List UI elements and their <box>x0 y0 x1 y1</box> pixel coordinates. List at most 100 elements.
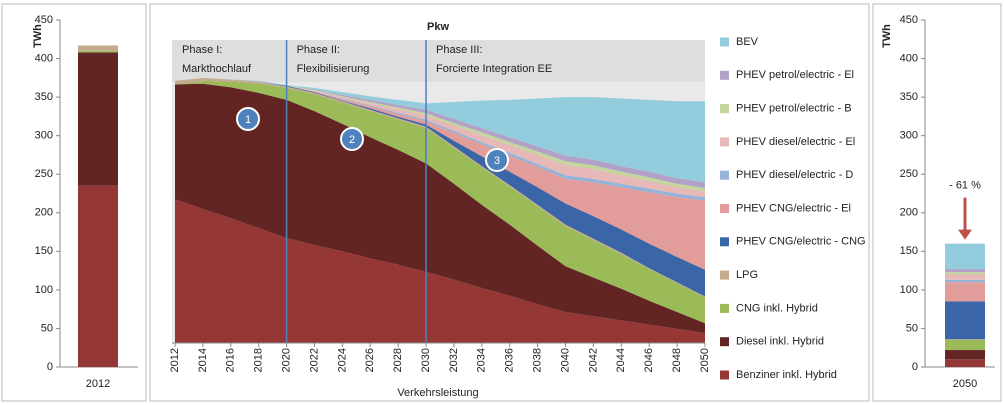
x-tick-label: 2012 <box>169 348 181 372</box>
phase-marker <box>340 127 364 151</box>
legend-label: PHEV petrol/electric - El <box>736 69 854 81</box>
phase-band <box>172 40 705 82</box>
phase-name: Phase III: <box>436 44 482 56</box>
chart-title: Pkw <box>427 21 449 33</box>
bar-segment <box>78 45 118 51</box>
legend-swatch <box>720 137 729 147</box>
legend-label: PHEV CNG/electric - CNG <box>736 236 866 248</box>
y-tick-label: 350 <box>35 91 53 103</box>
x-tick-label: 2044 <box>615 348 627 372</box>
phase-marker <box>485 148 509 172</box>
bar-segment <box>945 274 985 280</box>
y-tick-label: 200 <box>900 207 918 219</box>
y-tick-label: 0 <box>912 361 918 373</box>
area-series <box>175 78 705 188</box>
y-tick-label: 100 <box>35 284 53 296</box>
phase-marker-label: 1 <box>245 114 251 126</box>
bar-segment <box>945 350 985 360</box>
bar-segment <box>945 282 985 302</box>
y-tick-label: 400 <box>35 52 53 64</box>
x-axis-label: Verkehrsleistung <box>397 387 478 399</box>
y-tick-label: 200 <box>35 207 53 219</box>
x-tick-label: 2024 <box>336 348 348 372</box>
legend-swatch <box>720 70 729 80</box>
legend-swatch <box>720 37 729 47</box>
annotation-arrow-head <box>958 229 972 240</box>
bar-segment <box>78 50 118 53</box>
x-tick-label: 2032 <box>448 348 460 372</box>
legend-swatch <box>720 237 729 247</box>
legend-swatch <box>720 204 729 213</box>
legend-label: PHEV diesel/electric - D <box>736 169 853 181</box>
x-tick-label: 2020 <box>280 348 292 372</box>
area-series <box>175 199 705 343</box>
y-tick-label: 350 <box>900 91 918 103</box>
y-tick-label: 0 <box>47 361 53 373</box>
center-panel-frame <box>149 3 870 402</box>
legend-swatch <box>720 104 729 114</box>
y-tick-label: 100 <box>900 284 918 296</box>
right-panel-frame <box>872 3 1002 402</box>
phase-label: Flexibilisierung <box>297 63 370 75</box>
y-axis-label: TWh <box>881 24 893 48</box>
x-tick-label: 2016 <box>225 348 237 372</box>
x-tick-label: 2040 <box>559 348 571 372</box>
bar-segment <box>945 279 985 283</box>
bar-segment <box>945 359 985 367</box>
left-panel-frame <box>1 3 147 402</box>
legend-label: PHEV CNG/electric - El <box>736 202 851 214</box>
y-tick-label: 150 <box>900 245 918 257</box>
x-tick-label: 2038 <box>532 348 544 372</box>
y-tick-label: 250 <box>35 168 53 180</box>
x-tick-label: 2048 <box>671 348 683 372</box>
legend-label: CNG inkl. Hybrid <box>736 302 818 314</box>
phase-marker-label: 2 <box>349 134 355 146</box>
bar-segment <box>945 301 985 340</box>
legend-swatch <box>720 337 729 347</box>
phase-marker-label: 3 <box>494 155 500 167</box>
area-series <box>175 83 705 334</box>
legend-label: PHEV diesel/electric - El <box>736 136 855 148</box>
x-tick-label: 2028 <box>392 348 404 372</box>
area-series <box>175 80 705 324</box>
x-tick-label: 2022 <box>308 348 320 372</box>
bar-segment <box>945 272 985 275</box>
bar-segment <box>945 269 985 273</box>
x-tick-label: 2026 <box>364 348 376 372</box>
y-tick-label: 450 <box>900 14 918 26</box>
phase-label: Forcierte Integration EE <box>436 63 552 75</box>
x-tick-label: 2014 <box>197 348 209 372</box>
bar-segment <box>945 339 985 341</box>
x-tick-label: 2050 <box>953 378 977 390</box>
area-series <box>175 78 705 183</box>
bar-segment <box>78 52 118 186</box>
legend-label: BEV <box>736 36 759 48</box>
legend-label: PHEV petrol/electric - B <box>736 103 852 115</box>
x-tick-label: 2050 <box>699 348 711 372</box>
x-tick-label: 2034 <box>476 348 488 372</box>
legend-swatch <box>720 370 729 380</box>
y-axis-label: TWh <box>32 24 44 48</box>
legend-swatch <box>720 303 729 313</box>
y-tick-label: 50 <box>41 322 53 334</box>
x-tick-label: 2036 <box>504 348 516 372</box>
area-series <box>175 78 705 198</box>
legend-label: LPG <box>736 269 758 281</box>
bar-segment <box>78 185 118 367</box>
x-tick-label: 2030 <box>420 348 432 372</box>
legend-swatch <box>720 270 729 280</box>
x-tick-label: 2012 <box>86 378 110 390</box>
area-series <box>175 78 705 192</box>
y-tick-label: 400 <box>900 52 918 64</box>
y-tick-label: 50 <box>906 322 918 334</box>
x-tick-label: 2042 <box>587 348 599 372</box>
bar-segment <box>945 243 985 270</box>
y-tick-label: 450 <box>35 14 53 26</box>
phase-label: Markthochlauf <box>182 63 252 75</box>
y-tick-label: 300 <box>35 130 53 142</box>
phase-name: Phase II: <box>297 44 340 56</box>
legend-label: Benziner inkl. Hybrid <box>736 369 837 381</box>
annotation: - 61 % <box>949 180 981 192</box>
legend-label: Diesel inkl. Hybrid <box>736 336 824 348</box>
x-tick-label: 2046 <box>643 348 655 372</box>
